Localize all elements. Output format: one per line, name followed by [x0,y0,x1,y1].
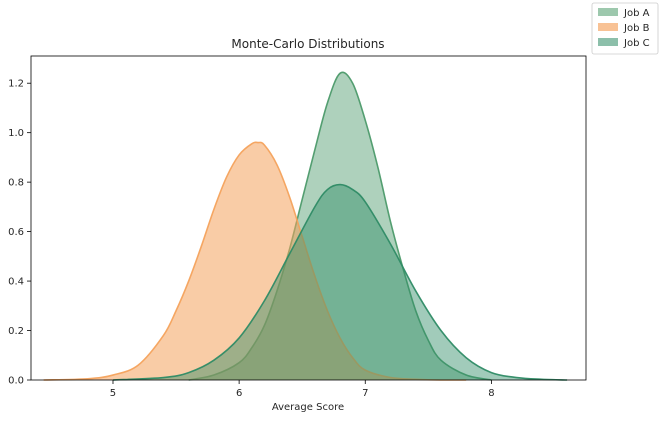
x-axis-label: Average Score [272,402,344,413]
x-tick-label: 5 [110,388,116,399]
axes-layer: 5 6 7 8 0.0 0.2 0.4 0.6 0.8 1.0 1.2 [8,55,587,399]
y-tick-label: 0.8 [8,178,24,189]
series-area-job-c [112,184,568,380]
series-line-job-c [112,183,568,381]
y-tick-label: 0.0 [8,376,24,387]
y-tick-label: 0.6 [8,227,24,238]
chart-title: Monte-Carlo Distributions [231,37,384,51]
y-tick-label: 0.2 [8,326,24,337]
x-tick-label: 6 [236,388,242,399]
axes-frame [30,55,587,381]
legend-swatch [598,8,618,16]
series-job-c [112,183,568,381]
legend-swatch [598,23,618,31]
plot-content [43,71,568,381]
series-line-job-b [43,141,467,381]
x-tick-label: 7 [362,388,368,399]
series-area-job-b [43,142,467,380]
y-tick-label: 1.2 [8,79,24,90]
legend-label: Job B [623,23,650,34]
legend-swatch [598,38,618,46]
legend-label: Job A [623,8,650,19]
x-tick-label: 8 [488,388,494,399]
legend-label: Job C [623,38,650,49]
y-tick-label: 1.0 [8,128,24,139]
series-job-b [43,141,467,381]
legend: Job A Job B Job C [591,2,659,55]
series-area-job-a [188,72,492,381]
y-tick-label: 0.4 [8,277,24,288]
